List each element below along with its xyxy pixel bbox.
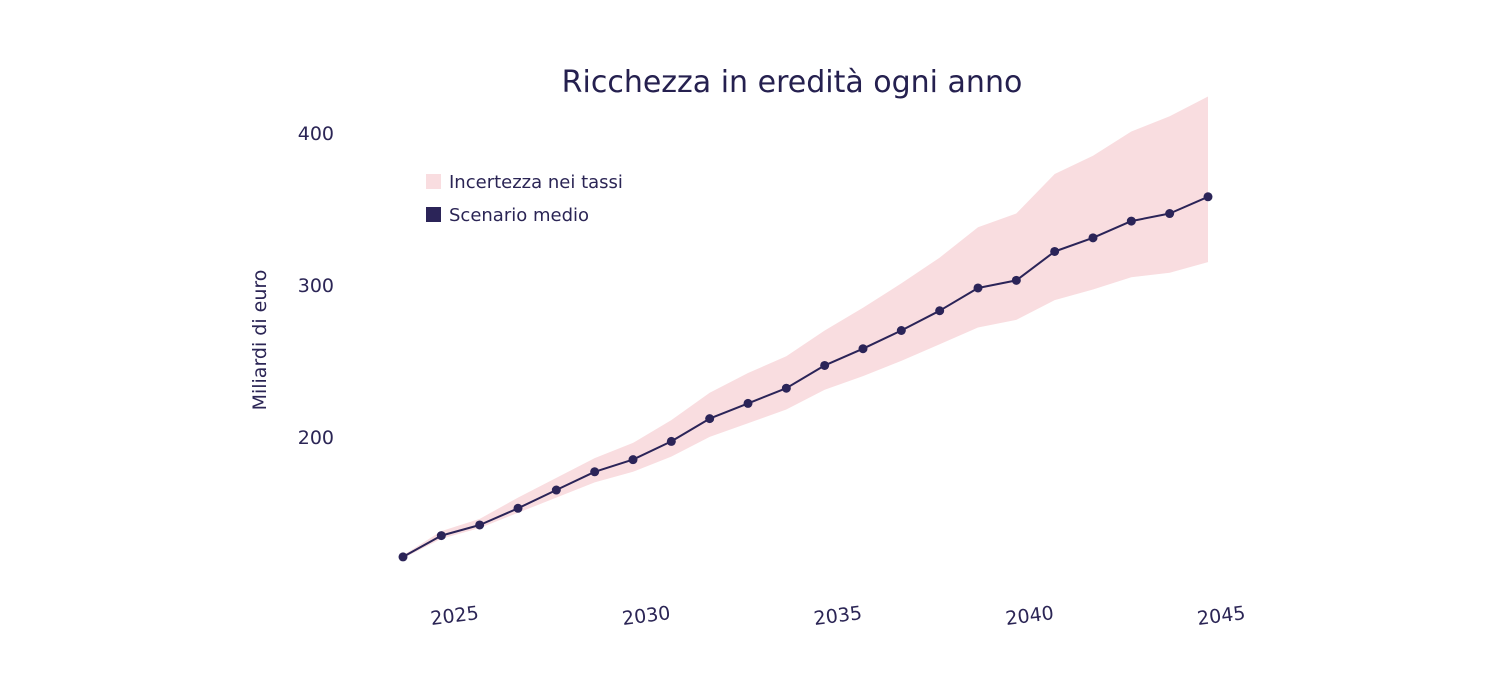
data-point <box>436 531 446 541</box>
data-point <box>1011 275 1021 285</box>
data-point <box>551 485 561 495</box>
data-point <box>590 467 600 477</box>
data-point <box>1088 233 1098 243</box>
data-point <box>896 326 906 335</box>
y-tick-label: 200 <box>298 427 334 449</box>
data-point <box>743 398 753 408</box>
x-axis-ticks: 2025 2030 2035 2040 2045 <box>429 602 1246 630</box>
data-point <box>1126 216 1136 226</box>
series-line <box>402 195 1209 558</box>
y-axis-ticks: 200 300 400 <box>298 123 334 449</box>
chart-title: Ricchezza in eredità ogni anno <box>562 65 1023 100</box>
data-point <box>781 383 791 393</box>
legend-band-label: Incertezza nei tassi <box>449 172 623 193</box>
legend-line-label: Scenario medio <box>449 205 589 226</box>
data-point <box>935 306 945 316</box>
data-point <box>705 414 715 424</box>
data-point <box>858 344 868 354</box>
y-axis-label: Miliardi di euro <box>249 270 271 411</box>
data-point <box>398 552 408 562</box>
uncertainty-band <box>403 96 1208 559</box>
data-point <box>475 520 485 530</box>
data-point <box>1050 246 1060 256</box>
data-point <box>513 503 523 513</box>
x-tick-label: 2025 <box>429 602 480 630</box>
data-point <box>973 283 983 293</box>
x-tick-label: 2040 <box>1004 602 1055 630</box>
x-tick-label: 2035 <box>813 602 864 630</box>
legend-line-swatch <box>426 207 441 222</box>
y-tick-label: 300 <box>298 275 334 297</box>
legend: Incertezza nei tassi Scenario medio <box>426 172 623 226</box>
series-points-layer <box>398 192 1213 562</box>
series-line-layer <box>402 195 1209 558</box>
y-tick-label: 400 <box>298 123 334 145</box>
legend-band-swatch <box>426 174 441 189</box>
x-tick-label: 2030 <box>621 602 672 630</box>
uncertainty-band-layer <box>403 96 1208 559</box>
data-point <box>1203 192 1213 202</box>
data-point <box>1165 209 1175 219</box>
data-point <box>820 360 830 370</box>
x-tick-label: 2045 <box>1196 602 1247 630</box>
data-point <box>628 455 638 465</box>
data-point <box>666 436 676 446</box>
